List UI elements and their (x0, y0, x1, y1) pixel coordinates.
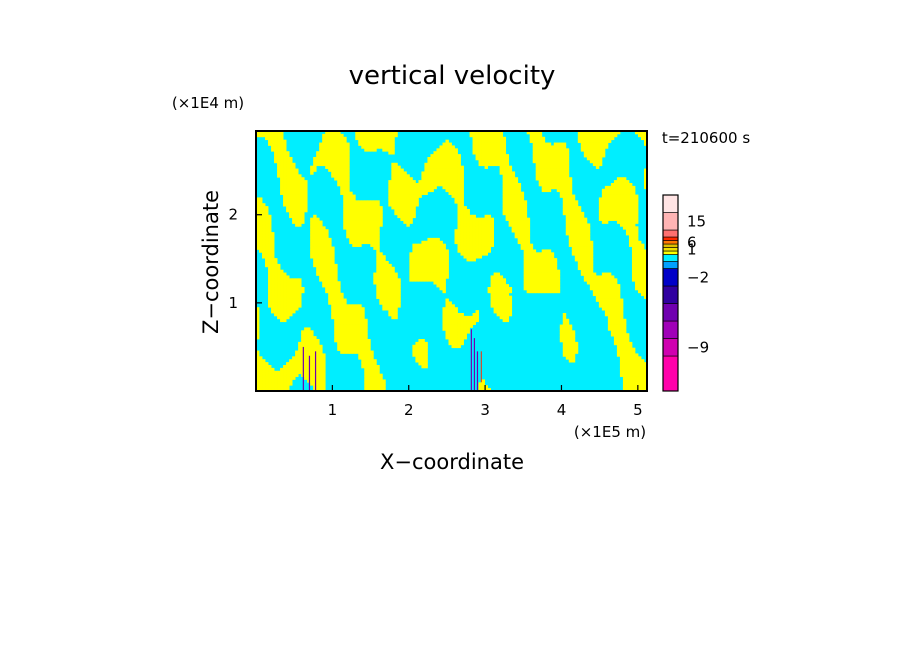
x-axis-title: X−coordinate (380, 450, 524, 474)
x-axis: 1 2 3 4 5 (328, 385, 643, 419)
velocity-field (256, 131, 647, 391)
x-tick-label: 5 (633, 401, 643, 419)
colorbar-label: −2 (687, 268, 709, 286)
chart-title: vertical velocity (349, 61, 556, 91)
time-label: t=210600 s (662, 129, 750, 147)
plot-frame (255, 130, 648, 392)
colorbar-swatch (662, 285, 679, 304)
plot-area (255, 130, 648, 392)
colorbar-swatch (662, 240, 679, 245)
colorbar-swatch (662, 268, 679, 287)
x-tick-label: 3 (480, 401, 490, 419)
y-axis-title: Z−coordinate (199, 190, 223, 334)
x-tick-label: 1 (328, 401, 338, 419)
x-tick-label: 4 (557, 401, 567, 419)
y-unit-label: (×1E4 m) (172, 94, 244, 112)
colorbar-swatch (662, 320, 679, 339)
x-unit-label: (×1E5 m) (574, 423, 646, 441)
y-tick-label: 2 (228, 206, 238, 224)
colorbar-swatch (662, 212, 679, 231)
y-axis: 12 (228, 206, 262, 312)
colorbar-swatch (662, 338, 679, 357)
colorbar-swatch (662, 355, 679, 392)
colorbar-swatch (662, 194, 679, 213)
colorbar-label: 15 (687, 212, 706, 230)
colorbar-label: 1 (687, 240, 697, 258)
colorbar-swatch (662, 247, 679, 252)
colorbar: −9 −2 16 15 (662, 194, 709, 392)
colorbar-swatch (662, 254, 679, 262)
colorbar-swatch (662, 236, 679, 241)
x-tick-label: 2 (404, 401, 414, 419)
colorbar-swatch (662, 229, 679, 238)
colorbar-label: −9 (687, 338, 709, 356)
colorbar-swatch (662, 261, 679, 269)
colorbar-swatch (662, 250, 679, 255)
colorbar-label: 6 (687, 233, 697, 251)
y-tick-label: 1 (228, 294, 238, 312)
colorbar-swatch (662, 303, 679, 322)
colorbar-swatch (662, 243, 679, 248)
